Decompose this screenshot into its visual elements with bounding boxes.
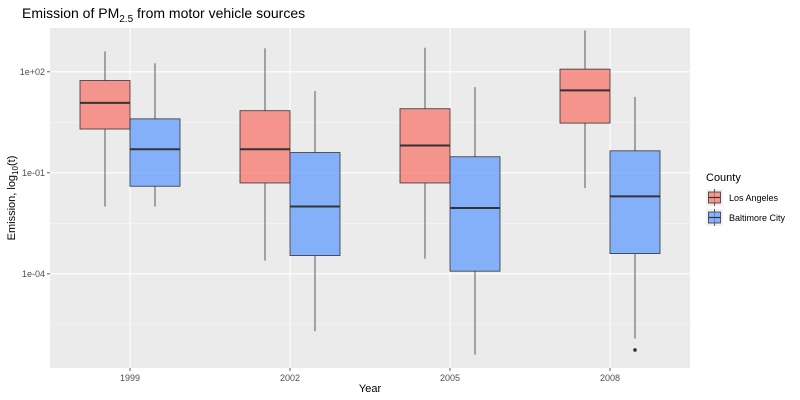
x-axis-ticks: 1999 2002 2005 2008 bbox=[120, 368, 620, 383]
legend-key-baltimore-city: Baltimore City bbox=[706, 209, 786, 226]
x-tick-label-2002: 2002 bbox=[280, 373, 300, 383]
box-los-angeles-2002 bbox=[239, 48, 291, 261]
chart-title-rest: from motor vehicle sources bbox=[133, 5, 305, 21]
y-tick-label-1: 1e-01 bbox=[22, 168, 45, 178]
box-los-angeles-2005 bbox=[399, 47, 451, 259]
box-body bbox=[559, 68, 611, 124]
box-los-angeles-1999 bbox=[79, 51, 131, 207]
y-axis-title-rest: (t) bbox=[6, 156, 18, 166]
box-body bbox=[609, 150, 661, 254]
box-los-angeles-2008 bbox=[559, 30, 611, 189]
chart-title-subscript: 2.5 bbox=[119, 14, 133, 25]
box-body bbox=[129, 118, 181, 187]
legend-title: County bbox=[706, 172, 741, 184]
chart-title-main: Emission of PM bbox=[22, 5, 119, 21]
x-tick-label-1999: 1999 bbox=[120, 373, 140, 383]
y-axis-title: Emission, log10(t) bbox=[6, 156, 20, 241]
box-layer bbox=[79, 30, 661, 355]
box-baltimore-city-2005 bbox=[449, 87, 501, 355]
x-tick-label-2008: 2008 bbox=[600, 373, 620, 383]
legend-label-0: Los Angeles bbox=[729, 193, 779, 203]
y-axis-ticks: 1e+02 1e-01 1e-04 bbox=[20, 67, 50, 279]
legend-key-los-angeles: Los Angeles bbox=[706, 189, 779, 206]
y-axis-title-main: Emission, log bbox=[6, 175, 18, 240]
box-body bbox=[239, 110, 291, 184]
y-tick-label-2: 1e-04 bbox=[22, 269, 45, 279]
outlier-point-0 bbox=[633, 348, 637, 352]
box-baltimore-city-1999 bbox=[129, 63, 181, 207]
chart-title: Emission of PM2.5 from motor vehicle sou… bbox=[22, 5, 305, 25]
box-baltimore-city-2002 bbox=[289, 90, 341, 332]
y-axis-title-subscript: 10 bbox=[11, 165, 20, 174]
x-axis-title: Year bbox=[359, 383, 382, 395]
x-tick-label-2005: 2005 bbox=[440, 373, 460, 383]
box-body bbox=[79, 80, 131, 130]
legend: County Los Angeles Baltimore City bbox=[706, 172, 786, 226]
box-body bbox=[289, 152, 341, 256]
legend-label-1: Baltimore City bbox=[729, 213, 786, 223]
box-baltimore-city-2008 bbox=[609, 96, 661, 352]
box-body bbox=[449, 156, 501, 272]
y-tick-label-0: 1e+02 bbox=[20, 67, 45, 77]
